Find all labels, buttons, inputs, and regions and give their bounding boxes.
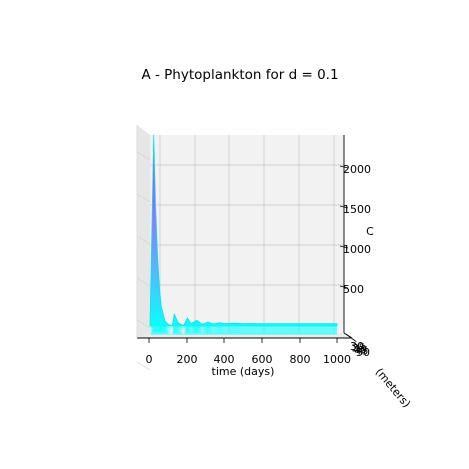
z-tick-label: 500 xyxy=(343,283,364,296)
back-pane xyxy=(150,135,344,333)
grid-line-side xyxy=(136,235,151,245)
y-tick-label: 30 xyxy=(350,340,364,353)
surface-slice xyxy=(150,330,337,335)
chart-title: A - Phytoplankton for d = 0.1 xyxy=(141,67,338,83)
y-tick-label: 35 xyxy=(352,342,366,355)
z-tick-mark xyxy=(339,245,349,249)
axis-lines xyxy=(136,125,353,339)
z-tick-label: 1500 xyxy=(343,203,371,216)
y-tick-label: 40 xyxy=(353,343,367,356)
side-pane xyxy=(137,125,150,338)
x-tick-label: 400 xyxy=(214,353,235,366)
surface-area xyxy=(149,134,338,327)
y-tick-label: 45 xyxy=(355,345,369,358)
z-tick-mark xyxy=(339,285,349,289)
grid-line-side xyxy=(136,277,151,287)
x-tick-label: 600 xyxy=(252,353,273,366)
x-axis-ticks: 0 200 400 600 800 1000 xyxy=(146,338,351,366)
surface-plot xyxy=(149,134,338,335)
y-tick-label: 50 xyxy=(356,346,370,359)
z-axis-label: C xyxy=(366,225,374,238)
x-tick-label: 0 xyxy=(146,353,153,366)
x-axis-label: time (days) xyxy=(212,365,275,378)
axes-panes xyxy=(137,125,352,338)
z-tick-mark xyxy=(339,205,349,209)
grid-line-side xyxy=(136,319,151,329)
z-tick-label: 2000 xyxy=(343,163,371,176)
grid-line-side xyxy=(136,151,151,161)
z-axis-ticks: 500 1000 1500 2000 xyxy=(339,163,371,296)
grid-line-side xyxy=(136,361,151,371)
z-tick-label: 1000 xyxy=(343,243,371,256)
y-axis-label: (meters) xyxy=(373,366,413,411)
x-tick-label: 1000 xyxy=(323,353,351,366)
x-tick-label: 200 xyxy=(177,353,198,366)
x-tick-label: 800 xyxy=(290,353,311,366)
y-tick-mark xyxy=(352,338,357,343)
grid-line-side xyxy=(136,193,151,203)
z-tick-mark xyxy=(339,165,349,169)
